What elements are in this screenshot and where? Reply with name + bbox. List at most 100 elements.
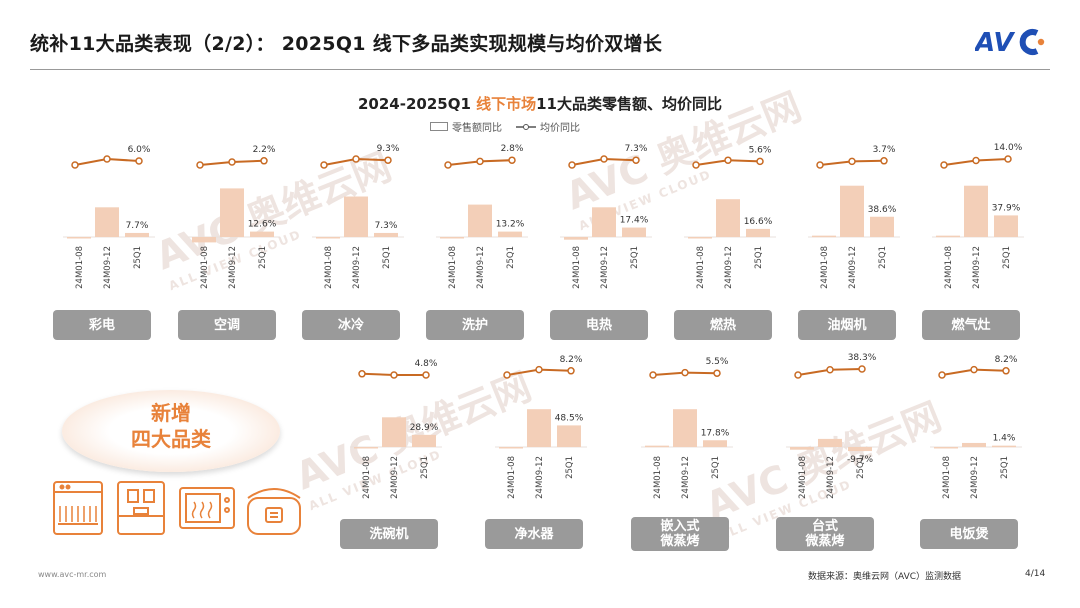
mini-chart: 16.6% 5.6% 24M01-08 24M09-12 25Q1	[684, 145, 776, 289]
bar-value-label: 28.9%	[410, 423, 439, 433]
bar	[592, 207, 616, 237]
price-point	[135, 157, 143, 165]
category-tick-label: 24M01-08	[820, 246, 830, 289]
category-tick-label: 25Q1	[382, 246, 392, 269]
bar	[412, 434, 436, 447]
price-point	[568, 161, 576, 169]
legend-bar-swatch	[430, 122, 448, 131]
price-point	[103, 155, 111, 163]
price-point	[228, 158, 236, 166]
price-point	[816, 161, 824, 169]
price-point	[508, 156, 516, 164]
category-tick-label: 24M09-12	[228, 246, 238, 289]
price-point	[970, 365, 978, 374]
price-point	[1002, 367, 1010, 375]
bar	[936, 235, 960, 238]
mini-chart: 28.9% 4.8% 24M01-08 24M09-12 25Q1	[350, 359, 442, 499]
price-value-label: 14.0%	[994, 143, 1023, 153]
price-point	[384, 156, 392, 164]
chart-title-prefix: 2024-2025Q1	[357, 95, 477, 113]
new-categories-line1: 新增	[151, 401, 191, 425]
price-point	[535, 365, 543, 374]
price-point	[71, 161, 79, 169]
mini-chart: 12.6% 2.2% 24M01-08 24M09-12 25Q1	[188, 145, 280, 289]
price-point	[848, 157, 856, 166]
category-tick-label: 25Q1	[420, 456, 430, 479]
chart-title-highlight: 线下市场	[476, 95, 537, 113]
chart-title-suffix: 11大品类零售额、均价同比	[536, 95, 723, 113]
chart-legend: 零售额同比 均价同比	[430, 119, 580, 134]
bar	[250, 231, 274, 237]
price-point	[503, 371, 511, 379]
price-point	[972, 156, 980, 165]
bar	[840, 185, 864, 237]
price-value-label: 4.8%	[415, 359, 438, 369]
bar-value-label: 17.8%	[701, 428, 730, 438]
category-tick-label: 24M09-12	[724, 246, 734, 289]
page-title: 统补11大品类表现（2/2）： 2025Q1 线下多品类实现规模与均价双增长	[30, 33, 663, 55]
category-label: 油烟机	[798, 310, 896, 340]
bar	[962, 442, 986, 447]
footer-website[interactable]: www.avc-mr.com	[38, 570, 107, 579]
bar	[703, 440, 727, 447]
price-value-label: 2.8%	[501, 144, 524, 154]
chart-panel: 7.3% 9.3% 24M01-08 24M09-12 25Q1	[304, 140, 422, 309]
bar	[746, 228, 770, 237]
price-point	[681, 368, 689, 377]
category-tick-label: 25Q1	[711, 456, 721, 479]
price-value-label: 6.0%	[128, 145, 151, 155]
price-point	[444, 161, 452, 169]
price-point	[358, 370, 366, 378]
bar	[499, 447, 523, 449]
category-label: 冰冷	[302, 310, 400, 340]
price-point	[724, 156, 732, 164]
category-tick-label: 24M09-12	[681, 456, 691, 499]
mini-chart: 7.7% 6.0% 24M01-08 24M09-12 25Q1	[63, 145, 155, 289]
price-point	[858, 365, 866, 373]
category-tick-label: 24M01-08	[572, 246, 582, 289]
category-tick-label: 25Q1	[1002, 246, 1012, 269]
chart-title: 2024-2025Q1 线下市场11大品类零售额、均价同比	[0, 93, 1080, 114]
category-tick-label: 24M09-12	[535, 456, 545, 499]
category-tick-label: 24M09-12	[970, 456, 980, 499]
dishwasher-icon	[53, 481, 103, 535]
mini-chart: 13.2% 2.8% 24M01-08 24M09-12 25Q1	[436, 144, 528, 289]
bar	[673, 409, 697, 447]
category-tick-label: 24M09-12	[826, 456, 836, 499]
category-tick-label: 25Q1	[856, 456, 866, 479]
category-tick-label: 24M01-08	[75, 246, 85, 289]
category-tick-label: 24M01-08	[448, 246, 458, 289]
category-label: 净水器	[485, 519, 583, 549]
mini-chart: 7.3% 9.3% 24M01-08 24M09-12 25Q1	[312, 144, 404, 289]
price-point	[476, 157, 484, 166]
chart-panel: 37.9% 14.0% 24M01-08 24M09-12 25Q1	[924, 140, 1042, 309]
mini-chart: 17.8% 5.5% 24M01-08 24M09-12 25Q1	[641, 357, 733, 499]
price-point	[390, 371, 398, 379]
footer-source: 数据来源：奥维云网（AVC）监测数据	[808, 572, 962, 582]
price-point	[632, 156, 640, 164]
mini-chart: 48.5% 8.2% 24M01-08 24M09-12 25Q1	[495, 355, 587, 499]
category-tick-label: 24M01-08	[324, 246, 334, 289]
price-point	[196, 161, 204, 169]
price-point	[567, 367, 575, 375]
category-tick-label: 25Q1	[506, 246, 516, 269]
category-tick-label: 24M01-08	[942, 456, 952, 499]
bar-value-label: 38.6%	[868, 205, 897, 215]
chart-panel: 1.4% 8.2% 24M01-08 24M09-12 25Q1	[922, 350, 1040, 519]
bar	[316, 237, 340, 239]
mini-chart: 38.6% 3.7% 24M01-08 24M09-12 25Q1	[808, 145, 900, 289]
category-tick-label: 24M09-12	[848, 246, 858, 289]
chart-panel: 16.6% 5.6% 24M01-08 24M09-12 25Q1	[676, 140, 794, 309]
chart-panel: 38.6% 3.7% 24M01-08 24M09-12 25Q1	[800, 140, 918, 309]
new-categories-label: 新增 四大品类	[62, 400, 280, 452]
bar-value-label: -9.7%	[847, 455, 874, 465]
bar	[344, 196, 368, 237]
price-point	[940, 161, 948, 169]
price-point	[260, 157, 268, 165]
bar	[870, 216, 894, 237]
category-label: 燃气灶	[922, 310, 1020, 340]
category-tick-label: 25Q1	[878, 246, 888, 269]
chart-panel: 17.4% 7.3% 24M01-08 24M09-12 25Q1	[552, 140, 670, 309]
bar	[716, 199, 740, 237]
legend-item-line: 均价同比	[516, 119, 580, 134]
